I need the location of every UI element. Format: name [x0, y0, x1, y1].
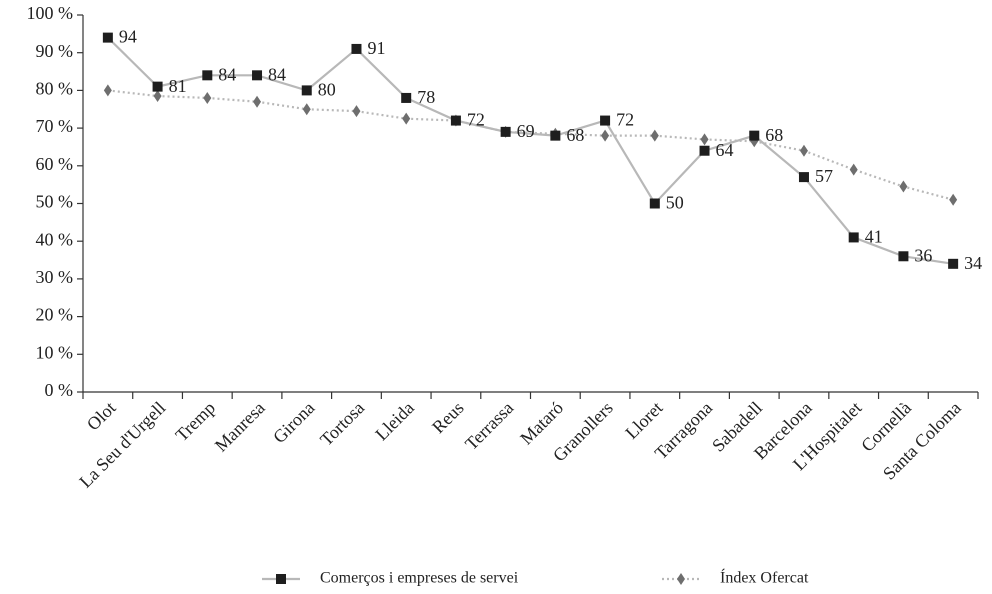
x-tick-label: Tremp [171, 398, 219, 446]
point [202, 70, 213, 81]
legend-marker [276, 574, 286, 584]
x-tick-label: Girona [269, 398, 318, 447]
data-label: 68 [566, 125, 584, 145]
point [500, 126, 511, 137]
point [649, 198, 660, 209]
data-label: 94 [119, 27, 137, 47]
data-label: 91 [367, 38, 385, 58]
data-label: 64 [716, 140, 734, 160]
data-label: 84 [218, 64, 236, 84]
point [700, 133, 709, 146]
data-label: 69 [517, 121, 535, 141]
data-label: 68 [765, 125, 783, 145]
y-tick-label: 100 % [27, 3, 74, 23]
point [799, 144, 808, 157]
point [302, 103, 311, 116]
x-tick-label: Terrassa [461, 398, 517, 454]
data-label: 80 [318, 80, 336, 100]
x-tick-label: Tortosa [316, 398, 368, 450]
point [153, 90, 162, 103]
data-label: 41 [865, 227, 883, 247]
x-tick-label: Lleida [371, 398, 418, 445]
point [450, 115, 461, 126]
point [401, 92, 412, 103]
y-tick-label: 10 % [36, 342, 74, 362]
point [898, 251, 909, 262]
point [849, 163, 858, 176]
y-tick-label: 70 % [36, 116, 74, 136]
point [402, 112, 411, 125]
y-tick-label: 80 % [36, 79, 74, 99]
y-tick-label: 60 % [36, 154, 74, 174]
data-label: 72 [616, 110, 634, 130]
series-line [107, 36, 954, 265]
point [352, 105, 361, 118]
y-tick-label: 0 % [45, 380, 74, 400]
data-label: 50 [666, 193, 684, 213]
data-label: 84 [268, 64, 286, 84]
y-tick-label: 50 % [36, 192, 74, 212]
legend-label: Comerços i empreses de servei [320, 570, 519, 587]
data-label: 81 [169, 76, 187, 96]
y-tick-label: 90 % [36, 41, 74, 61]
data-label: 36 [914, 245, 932, 265]
point [699, 145, 710, 156]
legend-label: Índex Ofercat [720, 568, 809, 587]
y-tick-label: 40 % [36, 229, 74, 249]
point [749, 130, 760, 141]
x-tick-label: Lloret [621, 398, 666, 443]
point [102, 32, 113, 43]
x-tick-label: Reus [428, 398, 468, 438]
point [253, 95, 262, 108]
data-label: 78 [417, 87, 435, 107]
data-label: 34 [964, 253, 982, 273]
point [601, 129, 610, 142]
x-tick-label: La Seu d'Urgell [75, 398, 169, 492]
y-tick-label: 20 % [36, 305, 74, 325]
point [948, 258, 959, 269]
point [798, 172, 809, 183]
point [301, 85, 312, 96]
legend-marker [677, 573, 685, 585]
point [949, 193, 958, 206]
point [650, 129, 659, 142]
y-tick-label: 30 % [36, 267, 74, 287]
x-tick-label: Manresa [211, 398, 269, 456]
point [550, 130, 561, 141]
data-label: 72 [467, 110, 485, 130]
data-label: 57 [815, 166, 833, 186]
point [152, 81, 163, 92]
point [103, 84, 112, 97]
point [600, 115, 611, 126]
point [203, 91, 212, 104]
x-tick-label: Olot [83, 398, 120, 435]
point [848, 232, 859, 243]
point [252, 70, 263, 81]
point [899, 180, 908, 193]
point [351, 43, 362, 54]
